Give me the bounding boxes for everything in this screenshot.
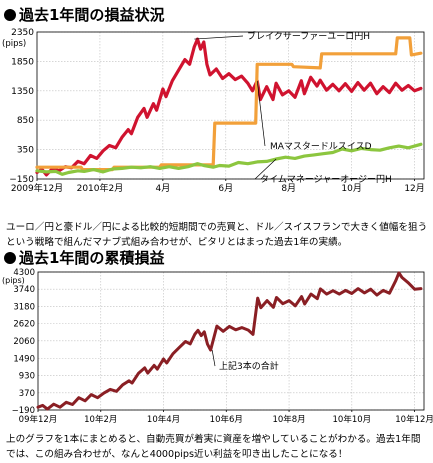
x-tick-label: 8月 xyxy=(281,183,296,194)
y-tick-label: 930 xyxy=(19,372,35,382)
bullet-icon xyxy=(4,252,16,264)
leader-line xyxy=(194,35,244,40)
series-line-red xyxy=(35,37,423,177)
y-tick-label: 1490 xyxy=(13,354,35,364)
y-tick-label: 4300 xyxy=(13,268,35,278)
chart2-title-text: 過去1年間の累積損益 xyxy=(19,249,165,267)
y-axis-unit-label: (pips) xyxy=(2,39,26,49)
series-label-red: ブレイクサーファーユーロ円H xyxy=(247,30,370,42)
y-tick-label: 1850 xyxy=(11,57,34,67)
x-tick-label: 10月 xyxy=(341,183,361,194)
y-tick-label: 1350 xyxy=(11,87,34,97)
chart1-caption: ユーロ／円と豪ドル／円による比較的短期間での売買と、ドル／スイスフランで大きく値… xyxy=(6,222,428,248)
x-tick-label: 4月 xyxy=(155,183,170,194)
x-tick-label: 10年12月 xyxy=(395,414,433,425)
y-tick-label: 2350 xyxy=(11,28,34,38)
y-tick-label: 850 xyxy=(17,116,34,126)
y-tick-label: −150 xyxy=(9,175,34,185)
annotation-leader-line xyxy=(211,350,216,367)
plot-frame xyxy=(36,31,425,180)
cumulative-line-chart: −190 370 930 1490 2060 2620 3180 3740 4300(pips)… xyxy=(2,268,433,425)
x-tick-label: 10年8月 xyxy=(272,414,305,425)
x-tick-label: 10年4月 xyxy=(147,414,180,425)
y-tick-label: 2620 xyxy=(13,320,35,330)
chart1-title-text: 過去1年間の損益状況 xyxy=(19,6,165,24)
y-tick-label: −190 xyxy=(12,406,35,416)
plot-frame xyxy=(37,271,425,411)
x-tick-label: 2010年2月 xyxy=(77,182,124,194)
series-label-green: タイムマネージャーオージー円H xyxy=(260,174,392,185)
x-tick-label: 2009年12月 xyxy=(11,182,63,194)
leader-line xyxy=(254,158,277,180)
x-tick-label: 10年6月 xyxy=(210,414,243,425)
series-line-maroon xyxy=(36,271,423,411)
y-tick-label: 370 xyxy=(19,389,35,399)
y-axis-unit-label: (pips) xyxy=(2,276,25,285)
y-tick-label: 3180 xyxy=(13,302,35,312)
annotation-label: 上記3本の合計 xyxy=(219,360,279,372)
y-tick-label: 350 xyxy=(17,146,34,156)
series-line-green xyxy=(35,142,423,176)
series-label-orange: MAマスタードルスイスD xyxy=(270,141,372,152)
chart2-caption: 上のグラフを1本にまとめると、自動売買が着実に資産を増やしていることがわかる。過… xyxy=(6,434,421,460)
x-tick-label: 12月 xyxy=(404,183,424,194)
y-tick-label: 2060 xyxy=(13,337,35,347)
leader-line xyxy=(256,80,266,147)
y-tick-label: 3740 xyxy=(13,285,35,295)
x-tick-label: 10年10月 xyxy=(333,414,372,425)
bullet-icon xyxy=(4,9,16,21)
x-tick-label: 09年12月 xyxy=(19,414,58,425)
chart1-section-title: 過去1年間の損益状況 xyxy=(4,4,164,25)
x-tick-label: 10年2月 xyxy=(84,414,117,425)
x-tick-label: 6月 xyxy=(218,183,233,194)
pl-line-chart: −150 350 850 1350 1850 2350(pips) 2009年12月 2010… xyxy=(2,28,425,194)
chart2-section-title: 過去1年間の累積損益 xyxy=(4,247,164,268)
